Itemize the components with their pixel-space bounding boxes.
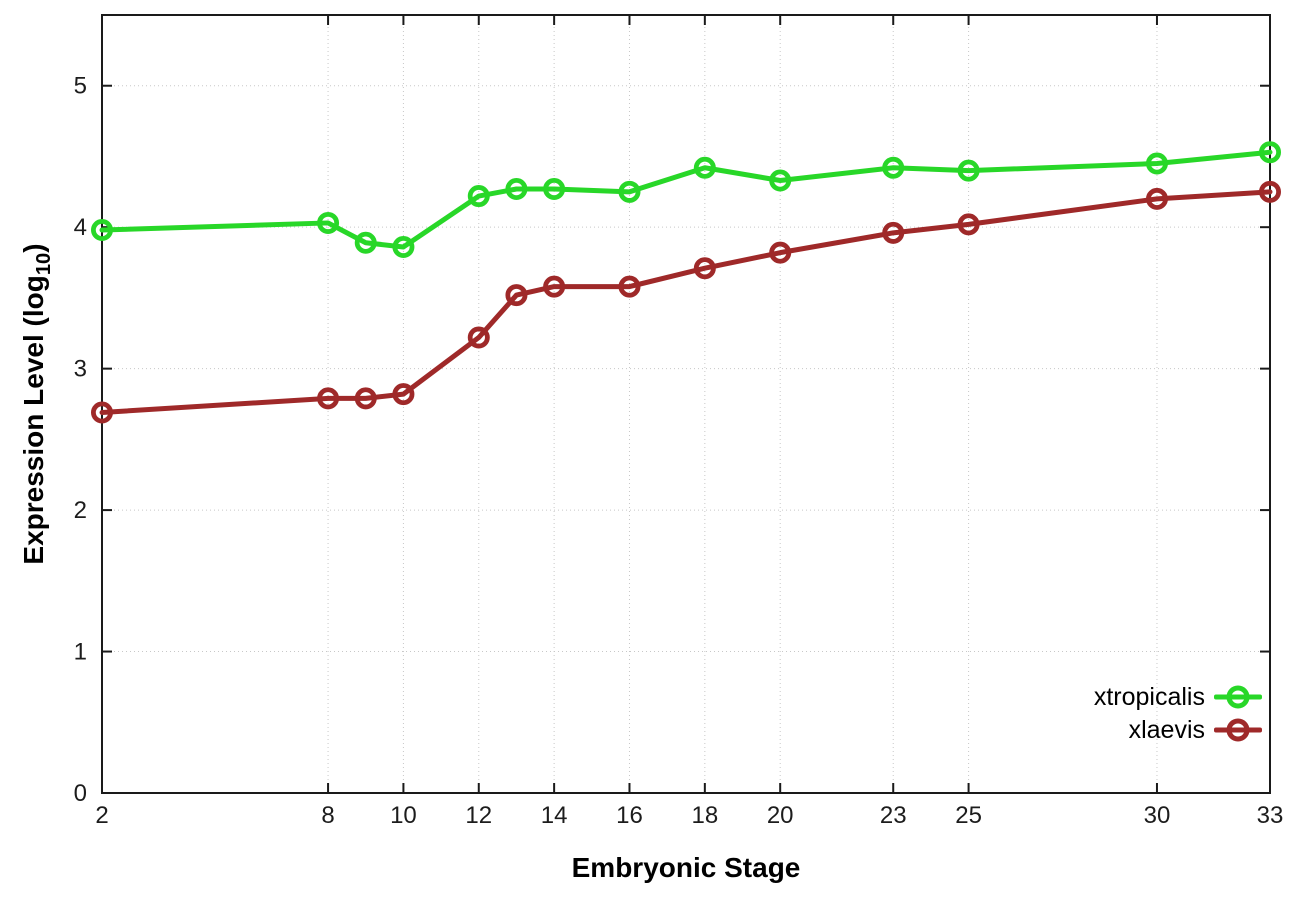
legend-marker-xtropicalis <box>1214 684 1262 710</box>
data-point-marker <box>392 235 415 258</box>
legend-label-xtropicalis: xtropicalis <box>1093 682 1205 711</box>
data-point-marker <box>392 383 415 406</box>
tick-marks <box>101 15 1271 794</box>
x-tick-label: 23 <box>880 802 907 829</box>
data-point-marker <box>1145 152 1168 175</box>
y-tick-label: 4 <box>74 214 87 241</box>
data-point-marker <box>769 241 792 264</box>
y-tick-label: 2 <box>74 497 87 524</box>
data-point-marker <box>91 219 114 242</box>
legend-label-xlaevis: xlaevis <box>1128 715 1205 744</box>
data-point-marker <box>354 231 377 254</box>
grid-lines <box>102 15 1270 793</box>
y-tick-label: 3 <box>74 356 87 383</box>
data-point-marker <box>1145 187 1168 210</box>
x-tick-label: 18 <box>691 802 718 829</box>
data-point-marker <box>1259 180 1282 203</box>
x-tick-label: 10 <box>390 802 417 829</box>
y-tick-label: 1 <box>74 639 87 666</box>
legend-entry-xlaevis: xlaevis <box>1129 717 1262 743</box>
y-axis-title-subscript: 10 <box>32 252 55 276</box>
data-point-marker <box>467 185 490 208</box>
data-point-marker <box>1259 141 1282 164</box>
y-axis-title-text: Expression Level (log <box>18 275 50 565</box>
series-line-xtropicalis <box>99 149 1273 250</box>
x-tick-label: 8 <box>321 802 334 829</box>
x-tick-label: 14 <box>541 802 568 829</box>
data-point-marker <box>317 211 340 234</box>
data-point-marker <box>505 284 528 307</box>
y-tick-label: 5 <box>74 73 87 100</box>
y-tick-label: 0 <box>74 780 87 807</box>
x-tick-label: 25 <box>955 802 982 829</box>
series-xtropicalis <box>91 141 1282 258</box>
data-point-marker <box>693 257 716 280</box>
legend-entry-xtropicalis: xtropicalis <box>1094 684 1262 710</box>
data-point-marker <box>543 177 566 200</box>
x-tick-label: 30 <box>1144 802 1171 829</box>
data-point-marker <box>957 213 980 236</box>
data-point-marker <box>543 275 566 298</box>
legend-marker-xlaevis <box>1214 717 1262 743</box>
x-tick-label: 2 <box>95 802 108 829</box>
series-xlaevis <box>91 180 1282 424</box>
data-point-marker <box>882 156 905 179</box>
y-axis-title: Expression Level (log10) <box>18 243 56 564</box>
data-point-marker <box>693 156 716 179</box>
data-point-marker <box>317 387 340 410</box>
x-axis-title: Embryonic Stage <box>571 852 801 883</box>
data-point-marker <box>467 326 490 349</box>
x-tick-label: 12 <box>465 802 492 829</box>
data-point-marker <box>618 180 641 203</box>
x-tick-label: 20 <box>767 802 794 829</box>
x-tick-label: 16 <box>616 802 643 829</box>
data-point-marker <box>618 275 641 298</box>
open-circle-marker-icon <box>1226 685 1250 709</box>
data-point-marker <box>769 169 792 192</box>
data-point-marker <box>91 401 114 424</box>
y-axis-title-suffix: ) <box>18 243 50 253</box>
open-circle-marker-icon <box>1226 718 1250 742</box>
data-point-marker <box>957 159 980 182</box>
data-point-marker <box>505 177 528 200</box>
data-point-marker <box>354 387 377 410</box>
legend: xtropicalis xlaevis <box>1094 684 1262 743</box>
x-tick-label: 33 <box>1257 802 1284 829</box>
data-point-marker <box>882 221 905 244</box>
